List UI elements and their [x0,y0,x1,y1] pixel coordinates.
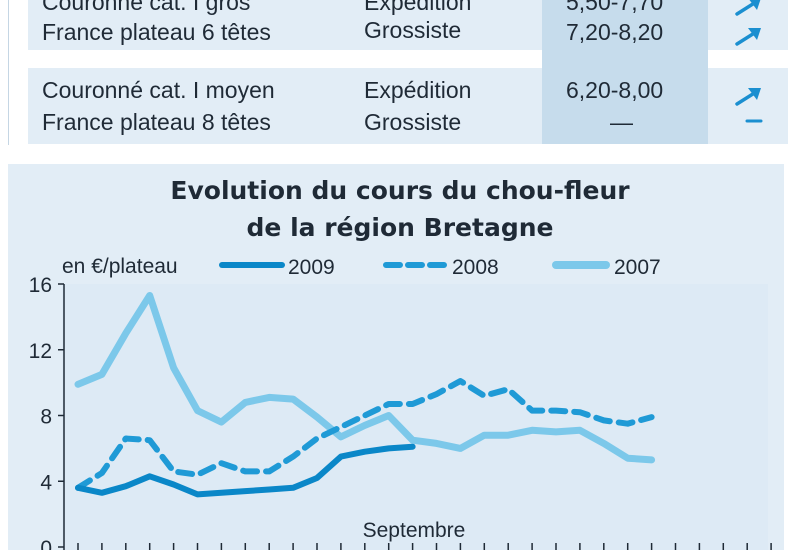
market-stage: Expédition [364,0,472,15]
trend-stable-icon [745,119,763,123]
price-range: 6,20-8,00 [566,77,664,103]
legend-label-2009: 2009 [288,256,335,279]
y-tick-label: 4 [40,471,52,494]
plot-area [62,284,768,550]
legend-label-2007: 2007 [614,256,661,279]
legend-label-2008: 2008 [452,256,499,279]
price-range: 5,50-7,70 [566,0,664,15]
series-layer [74,292,656,498]
trend-up-icon [735,0,761,16]
product-name: Couronné cat. I moyen [42,77,275,103]
y-tick-label: 8 [40,406,52,429]
market-stage: Grossiste [364,109,462,135]
y-tick-label: 0 [40,537,52,550]
chart-subtitle: de la région Bretagne [247,213,554,242]
trend-up-icon [735,28,761,46]
price-column [542,0,708,144]
table-left-rule [8,0,9,145]
product-spec: France plateau 6 têtes [42,19,271,45]
unit-label: en €/plateau [62,255,178,278]
product-spec: France plateau 8 têtes [42,109,271,135]
price-unavailable: — [610,109,633,135]
x-axis-label: Septembre [363,519,466,542]
price-range: 7,20-8,20 [566,19,664,45]
series-line-2008 [75,378,655,491]
price-table: Couronné cat. I gros France plateau 6 tê… [0,0,800,150]
chart-title: Evolution du cours du chou-fleur [170,176,630,205]
market-stage: Expédition [364,77,472,103]
y-tick-label: 12 [29,340,52,363]
chart-legend: 2009 2008 2007 [219,256,661,279]
x-axis-ticks [77,543,772,550]
y-tick-label: 16 [29,274,52,297]
series-line-2009 [75,443,416,498]
y-axis-ticks: 0 4 8 12 16 [29,274,64,550]
market-stage: Grossiste [364,17,462,43]
product-name: Couronné cat. I gros [42,0,251,15]
trend-up-icon [735,88,761,106]
series-line-2007 [74,292,656,464]
